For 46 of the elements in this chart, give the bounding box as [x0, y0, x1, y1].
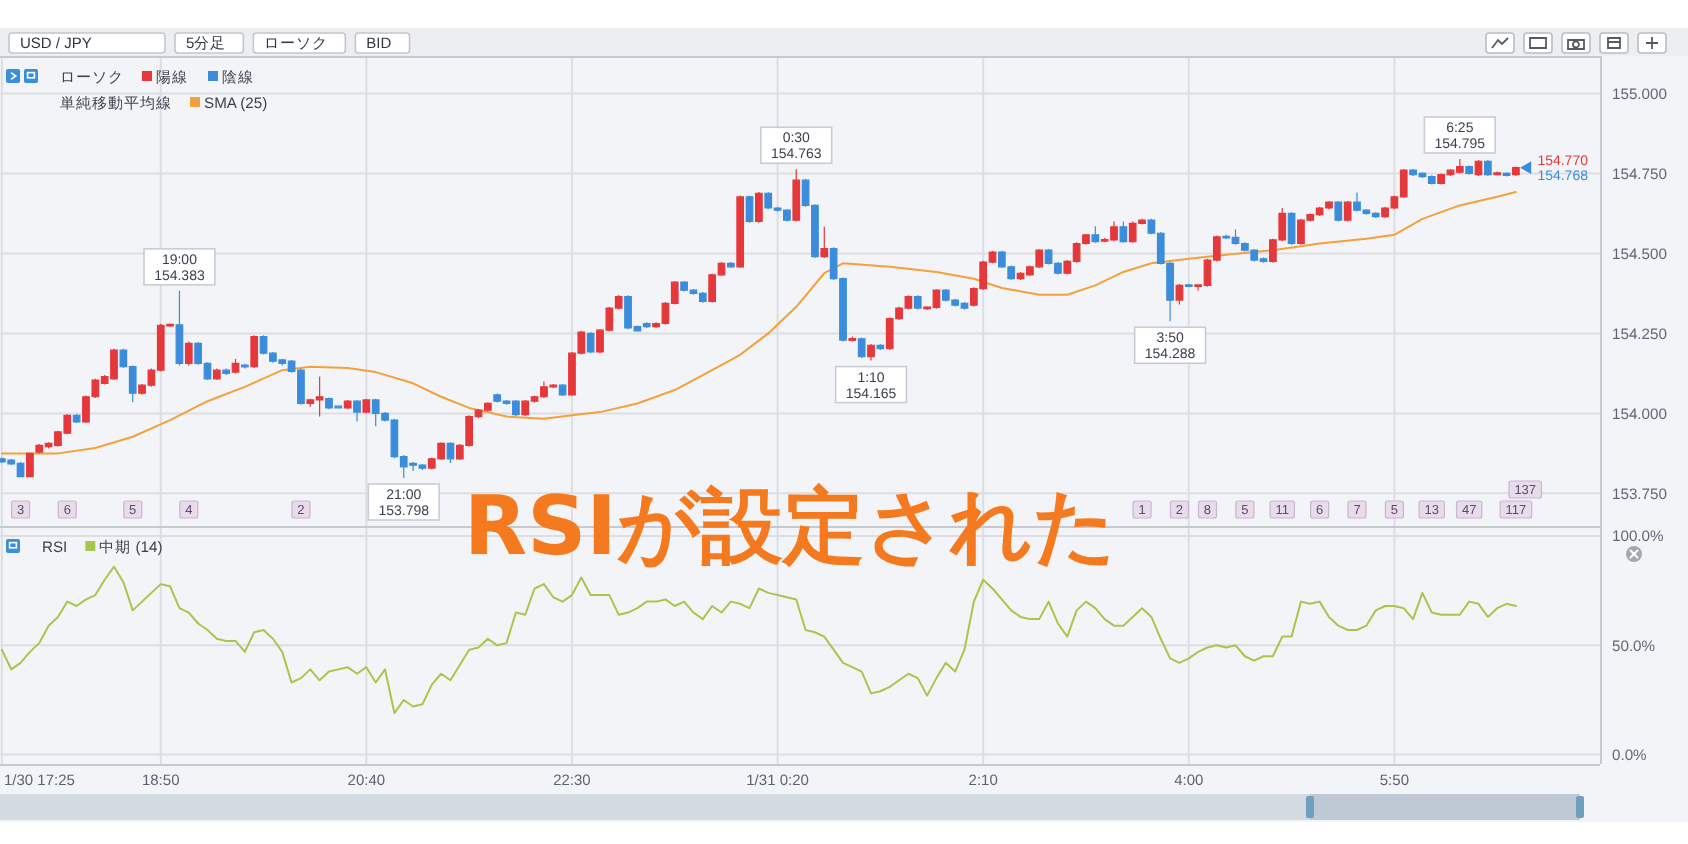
candlestick: [184, 340, 193, 366]
candlestick: [343, 399, 352, 410]
candlestick: [362, 398, 371, 414]
candlestick: [792, 168, 801, 223]
candlestick: [1334, 200, 1343, 223]
candlestick: [867, 343, 875, 362]
candlestick: [250, 334, 259, 369]
candlestick: [1483, 159, 1492, 177]
candlestick: [913, 294, 922, 310]
candlestick: [175, 290, 184, 366]
candlestick: [72, 413, 81, 424]
candlestick: [240, 363, 249, 370]
candlestick: [820, 226, 829, 259]
candlestick: [1455, 158, 1464, 175]
candlestick: [1465, 164, 1474, 176]
candlestick: [1493, 170, 1502, 176]
candlestick: [483, 401, 492, 413]
candlestick: [231, 358, 240, 374]
candlestick: [1222, 234, 1231, 240]
candlestick: [1091, 225, 1100, 244]
candlestick: [698, 291, 707, 304]
candlestick: [212, 367, 221, 381]
candlestick: [446, 441, 455, 464]
candlestick: [1119, 220, 1128, 244]
candlestick: [1502, 171, 1511, 178]
candlestick: [755, 191, 763, 224]
candlestick: [857, 336, 866, 359]
candlestick: [876, 343, 885, 351]
candlestick: [353, 399, 361, 422]
candlestick: [222, 367, 231, 376]
candlestick: [558, 383, 567, 397]
candlestick: [848, 336, 857, 342]
candlestick: [1287, 211, 1296, 246]
candlestick: [1512, 165, 1520, 177]
candlestick: [736, 194, 745, 269]
candlestick: [493, 392, 502, 404]
candlestick: [586, 331, 595, 354]
candlestick: [1427, 174, 1436, 186]
candlestick: [1343, 200, 1352, 223]
chart-title: RSIが設定された: [464, 478, 1117, 574]
candlestick: [745, 194, 754, 224]
candlestick: [726, 261, 735, 269]
candlestick: [764, 191, 773, 210]
candlestick: [1175, 283, 1184, 306]
candlestick: [26, 451, 34, 478]
line-series: [0, 565, 1517, 715]
